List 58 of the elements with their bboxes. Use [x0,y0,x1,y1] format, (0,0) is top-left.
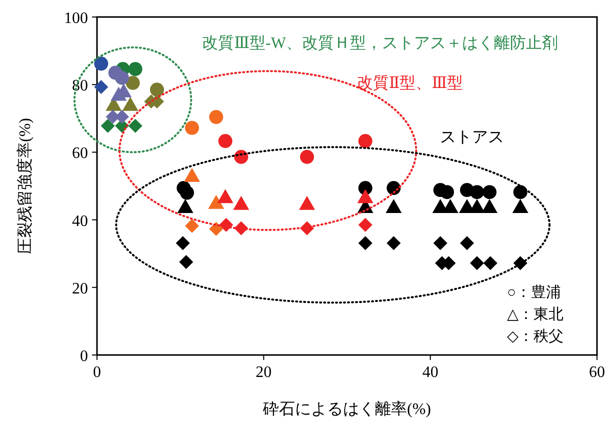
annotation: 改質Ⅲ型-W、改質Ｈ型，ストアス＋はく離防止剤 [202,34,558,52]
point [126,76,140,90]
point [176,236,190,250]
point [209,110,224,124]
point [233,196,250,210]
point [512,198,528,213]
x-tick-label: 20 [256,364,272,381]
point [470,256,484,270]
y-tick-label: 100 [64,10,88,27]
point [218,134,232,148]
point [482,198,498,213]
y-tick-label: 0 [80,348,88,365]
y-tick-label: 60 [72,145,88,162]
point [115,70,129,85]
point [208,194,224,209]
point [128,118,142,133]
point [386,236,401,250]
point [460,236,474,250]
point [217,189,234,204]
point [94,80,108,94]
point [358,236,372,250]
x-tick-label: 0 [93,364,101,381]
point [440,185,454,200]
x-tick-label: 60 [589,364,605,381]
x-tick-label: 40 [422,364,438,381]
point [300,150,314,164]
point [177,198,194,213]
point [386,198,402,213]
point [358,218,372,232]
point [483,256,498,270]
point [482,185,496,200]
point [122,96,138,111]
x-axis-title: 砕石によるはく離率(%) [262,400,431,418]
point [185,120,199,135]
point [179,255,194,270]
annotation: ストアス [440,129,504,146]
annotation: ○：豊浦 [507,284,562,301]
point [433,236,448,250]
point [150,82,164,97]
y-tick-label: 20 [72,280,88,298]
point [299,196,315,210]
point [357,189,374,204]
point [115,110,129,124]
annotation: 改質Ⅱ型、Ⅲ型 [356,74,464,92]
point [94,56,108,71]
point [470,185,484,200]
annotation: ◇：秩父 [507,328,564,345]
point [100,118,115,133]
point [184,168,200,182]
point [185,218,199,233]
point [128,62,142,76]
point [513,185,528,200]
annotation: △：東北 [507,306,564,323]
point [180,186,194,200]
point [209,222,224,236]
y-tick-label: 40 [72,212,88,230]
point [358,134,372,148]
y-axis-title: 圧裂残留強度率(%) [16,118,34,254]
